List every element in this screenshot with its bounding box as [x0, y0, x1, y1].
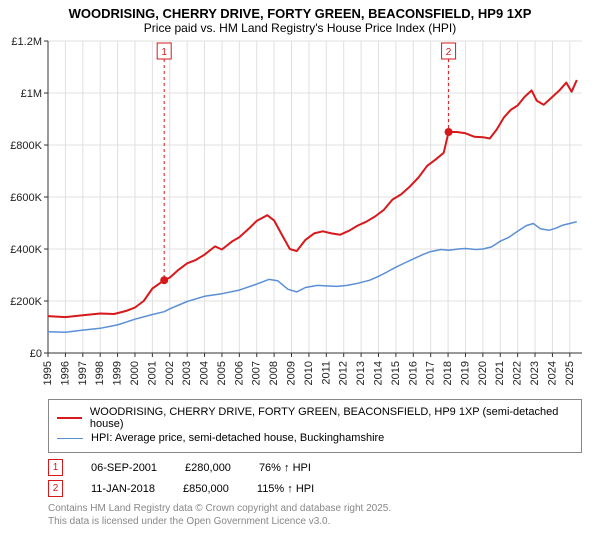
title-block: WOODRISING, CHERRY DRIVE, FORTY GREEN, B… [0, 0, 600, 35]
svg-text:2022: 2022 [512, 361, 524, 385]
marker-row-1: 1 06-SEP-2001 £280,000 76% ↑ HPI [48, 459, 600, 476]
svg-text:2020: 2020 [477, 361, 489, 385]
marker-row-2: 2 11-JAN-2018 £850,000 115% ↑ HPI [48, 480, 600, 497]
marker-pct-1: 76% ↑ HPI [259, 462, 311, 474]
svg-text:2007: 2007 [251, 361, 263, 385]
svg-text:2013: 2013 [355, 361, 367, 385]
svg-text:£600K: £600K [10, 192, 42, 204]
svg-text:£200K: £200K [10, 296, 42, 308]
svg-text:2019: 2019 [459, 361, 471, 385]
legend-label-property: WOODRISING, CHERRY DRIVE, FORTY GREEN, B… [90, 406, 573, 430]
svg-text:2016: 2016 [407, 361, 419, 385]
svg-text:£800K: £800K [10, 140, 42, 152]
footer-note: Contains HM Land Registry data © Crown c… [48, 503, 600, 528]
legend-label-hpi: HPI: Average price, semi-detached house,… [91, 432, 384, 444]
svg-text:2021: 2021 [494, 361, 506, 385]
svg-text:£1M: £1M [21, 88, 42, 100]
svg-text:2: 2 [446, 47, 452, 58]
chart-svg: £0 £200K £400K £600K £800K £1M £1.2M 1995 1996 19… [0, 35, 600, 395]
svg-text:1997: 1997 [77, 361, 89, 385]
svg-text:2011: 2011 [320, 361, 332, 385]
marker-price-1: £280,000 [185, 462, 231, 474]
legend-row-property: WOODRISING, CHERRY DRIVE, FORTY GREEN, B… [57, 406, 573, 430]
chart: £0 £200K £400K £600K £800K £1M £1.2M 1995 1996 19… [0, 35, 600, 395]
svg-text:£1.2M: £1.2M [11, 36, 42, 48]
svg-text:1999: 1999 [112, 361, 124, 385]
svg-text:2000: 2000 [129, 361, 141, 385]
legend-swatch-property [57, 417, 82, 419]
marker-num-2: 2 [48, 480, 63, 497]
svg-text:2014: 2014 [372, 361, 384, 385]
svg-text:2005: 2005 [216, 361, 228, 385]
title-line-1: WOODRISING, CHERRY DRIVE, FORTY GREEN, B… [0, 6, 600, 21]
svg-text:2023: 2023 [529, 361, 541, 385]
svg-text:2001: 2001 [146, 361, 158, 385]
marker-price-2: £850,000 [183, 483, 229, 495]
svg-text:1: 1 [161, 47, 167, 58]
svg-text:2004: 2004 [199, 361, 211, 385]
svg-text:2008: 2008 [268, 361, 280, 385]
svg-text:2015: 2015 [390, 361, 402, 385]
svg-text:1996: 1996 [59, 361, 71, 385]
marker-table: 1 06-SEP-2001 £280,000 76% ↑ HPI 2 11-JA… [48, 459, 600, 497]
footer-line-1: Contains HM Land Registry data © Crown c… [48, 503, 600, 516]
svg-text:2010: 2010 [303, 361, 315, 385]
svg-text:2009: 2009 [286, 361, 298, 385]
svg-text:2012: 2012 [338, 361, 350, 385]
svg-text:£400K: £400K [10, 244, 42, 256]
title-line-2: Price paid vs. HM Land Registry's House … [0, 21, 600, 35]
marker-num-1: 1 [48, 459, 63, 476]
footer-line-2: This data is licensed under the Open Gov… [48, 516, 600, 529]
legend: WOODRISING, CHERRY DRIVE, FORTY GREEN, B… [48, 399, 582, 453]
svg-text:2017: 2017 [425, 361, 437, 385]
svg-text:2025: 2025 [564, 361, 576, 385]
marker-pct-2: 115% ↑ HPI [257, 483, 314, 495]
svg-text:2002: 2002 [164, 361, 176, 385]
svg-text:£0: £0 [30, 348, 42, 360]
svg-text:2006: 2006 [233, 361, 245, 385]
svg-text:2024: 2024 [546, 361, 558, 385]
legend-row-hpi: HPI: Average price, semi-detached house,… [57, 432, 573, 444]
svg-text:2018: 2018 [442, 361, 454, 385]
legend-swatch-hpi [57, 438, 83, 439]
marker-date-2: 11-JAN-2018 [91, 483, 155, 495]
svg-text:1995: 1995 [42, 361, 54, 385]
svg-text:1998: 1998 [94, 361, 106, 385]
svg-text:2003: 2003 [181, 361, 193, 385]
marker-date-1: 06-SEP-2001 [91, 462, 157, 474]
